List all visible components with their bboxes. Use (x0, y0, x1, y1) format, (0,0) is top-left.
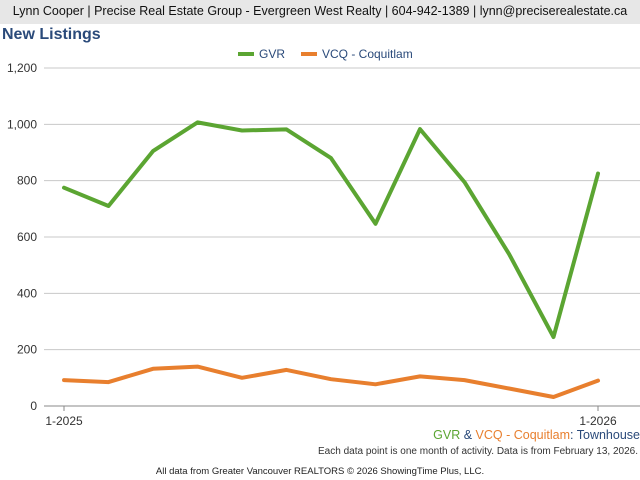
y-axis-tick-labels: 0 200 400 600 800 1,000 1,200 (7, 61, 37, 413)
footer-credit: All data from Greater Vancouver REALTORS… (155, 466, 485, 477)
legend-label: VCQ - Coquitlam (322, 47, 413, 61)
subtitle-colon: : (570, 428, 577, 442)
data-note: Each data point is one month of activity… (318, 446, 638, 457)
chart-subtitle: GVR & VCQ - Coquitlam: Townhouse (433, 428, 640, 442)
grid-lines (44, 67, 640, 407)
subtitle-property-type: Townhouse (576, 428, 640, 442)
legend: GVR VCQ - Coquitlam (238, 47, 413, 61)
series-lines (62, 120, 600, 399)
y-tick-label: 600 (17, 230, 37, 244)
x-tick-label: 1-2025 (45, 414, 83, 428)
y-tick-label: 1,200 (7, 61, 37, 75)
subtitle-vcq: VCQ - Coquitlam (475, 428, 571, 442)
y-tick-label: 400 (17, 286, 37, 300)
header-bar: Lynn Cooper | Precise Real Estate Group … (0, 0, 640, 24)
subtitle-amp: & (460, 428, 476, 442)
legend-label: GVR (259, 47, 285, 61)
agent-contact-header: Lynn Cooper | Precise Real Estate Group … (12, 4, 628, 18)
series-line (62, 364, 600, 399)
y-tick-label: 0 (30, 399, 37, 413)
y-tick-label: 200 (17, 343, 37, 357)
y-tick-label: 800 (17, 174, 37, 188)
chart-title: New Listings (2, 26, 101, 43)
y-tick-label: 1,000 (7, 117, 37, 131)
x-tick-label: 1-2026 (579, 414, 617, 428)
x-axis-tick-labels: 1-2025 1-2026 (45, 406, 617, 428)
subtitle-gvr: GVR (433, 428, 461, 442)
series-line (62, 120, 600, 339)
